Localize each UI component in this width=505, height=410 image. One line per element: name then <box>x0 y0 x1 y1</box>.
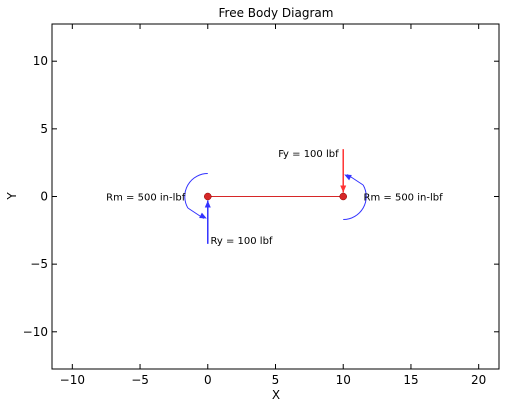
x-axis-label: X <box>272 388 280 402</box>
force-arrow-head <box>204 200 211 208</box>
diagram-marks: Fy = 100 lbf Ry = 100 lbf Rm = 500 in-lbf R… <box>106 149 443 247</box>
moment-arrow-head <box>344 174 352 181</box>
x-tick-label: 10 <box>336 373 351 387</box>
moment-arrow-head <box>199 212 207 219</box>
node-point <box>204 192 212 201</box>
y-tick-label: −10 <box>23 325 48 339</box>
y-tick-label: 10 <box>33 54 48 68</box>
y-tick-label: 0 <box>40 190 48 204</box>
force-arrow-head <box>340 185 347 193</box>
force-label: Fy = 100 lbf <box>278 149 339 160</box>
y-tick-label: −5 <box>30 257 48 271</box>
x-tick-label: 15 <box>403 373 418 387</box>
axis-ticks: −10 −5 0 5 10 15 20 −10 −5 0 5 10 <box>23 24 499 387</box>
x-tick-label: −10 <box>60 373 85 387</box>
x-tick-label: 0 <box>204 373 212 387</box>
moment-label: Rm = 500 in-lbf <box>364 193 444 204</box>
y-axis-label: Y <box>5 192 19 201</box>
x-tick-label: 20 <box>471 373 486 387</box>
x-tick-label: 5 <box>272 373 280 387</box>
force-label: Ry = 100 lbf <box>210 236 272 247</box>
y-tick-label: 5 <box>40 122 48 136</box>
moment-arc <box>343 184 367 220</box>
x-tick-label: −5 <box>131 373 149 387</box>
chart-title: Free Body Diagram <box>219 6 334 20</box>
moment-label: Rm = 500 in-lbf <box>106 193 186 204</box>
node-point <box>339 192 347 201</box>
moment-arc <box>184 173 208 209</box>
